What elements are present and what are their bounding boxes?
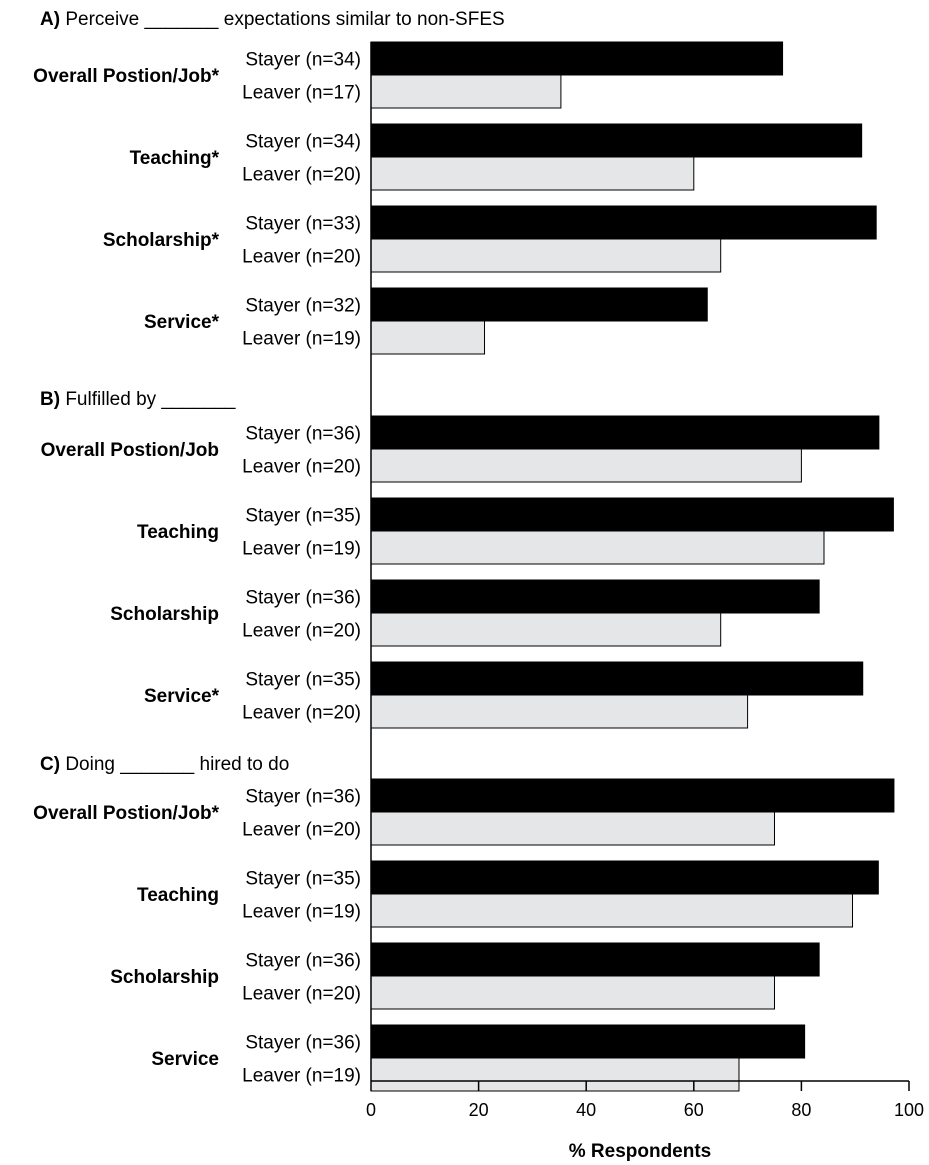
stayer-bar (370, 942, 820, 977)
leaver-bar-label: Leaver (n=19) (242, 902, 361, 923)
category-label: Overall Postion/Job* (33, 803, 219, 824)
stayer-bar-label: Stayer (n=34) (245, 132, 361, 153)
stayer-bar (370, 123, 863, 158)
panel-letter: C) (40, 754, 65, 775)
leaver-bar-label: Leaver (n=20) (242, 165, 361, 186)
stayer-bar-label: Stayer (n=36) (245, 588, 361, 609)
category-label: Service* (144, 312, 220, 333)
panel-title: A) Perceive _______ expectations similar… (40, 9, 505, 30)
stayer-bar-label: Stayer (n=36) (245, 951, 361, 972)
panel-title-text: Perceive _______ expectations similar to… (65, 9, 504, 30)
category-label: Overall Postion/Job (41, 440, 219, 461)
leaver-bar-label: Leaver (n=20) (242, 247, 361, 268)
leaver-bar (370, 893, 854, 928)
stayer-bar-label: Stayer (n=36) (245, 787, 361, 808)
leaver-bar-label: Leaver (n=20) (242, 820, 361, 841)
leaver-bar (370, 612, 722, 647)
stayer-bar (370, 778, 895, 813)
stayer-bar-label: Stayer (n=33) (245, 214, 361, 235)
leaver-bar (370, 74, 562, 109)
category-label: Teaching* (130, 148, 220, 169)
leaver-bar-label: Leaver (n=17) (242, 83, 361, 104)
leaver-bar-label: Leaver (n=20) (242, 703, 361, 724)
stayer-bar-label: Stayer (n=35) (245, 869, 361, 890)
stayer-bar (370, 579, 820, 614)
stayer-bar-label: Stayer (n=32) (245, 296, 361, 317)
leaver-bar-label: Leaver (n=20) (242, 457, 361, 478)
leaver-bar-label: Leaver (n=19) (242, 329, 361, 350)
stayer-bar-label: Stayer (n=35) (245, 670, 361, 691)
leaver-bar (370, 975, 775, 1010)
stayer-bar (370, 661, 864, 696)
leaver-bar (370, 320, 486, 355)
leaver-bar-label: Leaver (n=19) (242, 539, 361, 560)
leaver-bar-label: Leaver (n=20) (242, 984, 361, 1005)
x-tick-label: 0 (366, 1100, 376, 1120)
stayer-bar (370, 415, 880, 450)
category-label: Teaching (137, 885, 219, 906)
leaver-bar (370, 448, 802, 483)
leaver-bar (370, 156, 695, 191)
x-tick-label: 60 (684, 1100, 704, 1120)
leaver-bar (370, 694, 749, 729)
category-label: Scholarship* (103, 230, 220, 251)
panel-title-text: Doing _______ hired to do (65, 754, 289, 775)
panel-title: B) Fulfilled by _______ (40, 389, 236, 410)
stayer-bar (370, 205, 877, 240)
leaver-bar-label: Leaver (n=19) (242, 1066, 361, 1087)
stayer-bar (370, 860, 879, 895)
stayer-bar-label: Stayer (n=36) (245, 424, 361, 445)
x-tick-label: 100 (894, 1100, 924, 1120)
stayer-bar-label: Stayer (n=36) (245, 1033, 361, 1054)
leaver-bar (370, 530, 825, 565)
stayer-bar (370, 497, 894, 532)
panel-letter: A) (40, 9, 65, 30)
category-label: Scholarship (110, 604, 219, 625)
panel-title: C) Doing _______ hired to do (40, 754, 289, 775)
category-label: Scholarship (110, 967, 219, 988)
leaver-bar-label: Leaver (n=20) (242, 621, 361, 642)
stayer-bar (370, 41, 784, 76)
stayer-bar (370, 1024, 806, 1059)
x-tick-label: 20 (469, 1100, 489, 1120)
x-axis-title: % Respondents (569, 1141, 712, 1162)
leaver-bar (370, 238, 722, 273)
panel-title-text: Fulfilled by _______ (65, 389, 235, 410)
stayer-bar (370, 287, 708, 322)
category-label: Teaching (137, 522, 219, 543)
leaver-bar (370, 811, 775, 846)
x-tick-label: 80 (791, 1100, 811, 1120)
category-label: Service (151, 1049, 219, 1070)
panel-letter: B) (40, 389, 65, 410)
stayer-bar-label: Stayer (n=35) (245, 506, 361, 527)
category-label: Service* (144, 686, 220, 707)
leaver-bar (370, 1057, 740, 1092)
stayer-bar-label: Stayer (n=34) (245, 50, 361, 71)
x-tick-label: 40 (576, 1100, 596, 1120)
category-label: Overall Postion/Job* (33, 66, 219, 87)
